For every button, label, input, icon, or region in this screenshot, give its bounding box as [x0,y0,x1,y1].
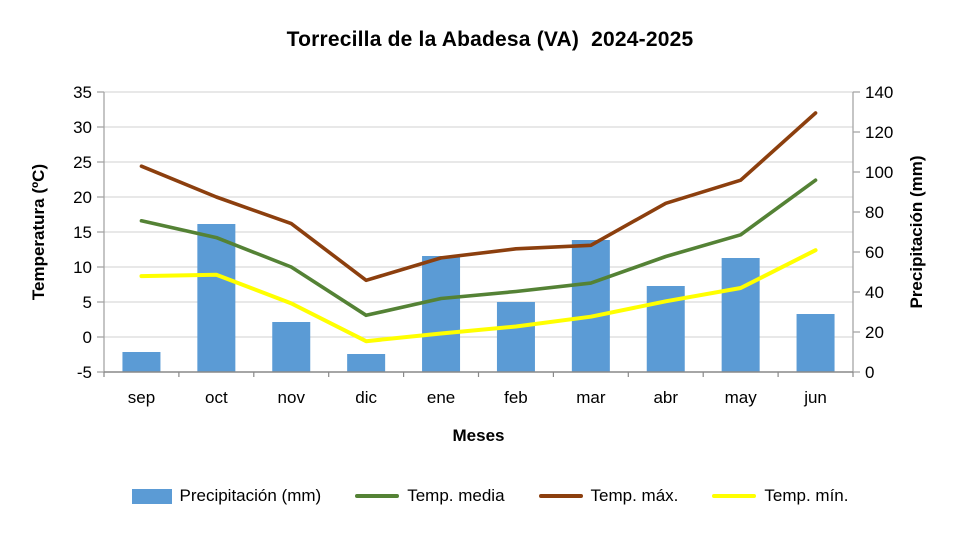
legend-item-temp-m-x: Temp. máx. [538,486,679,506]
legend-line-swatch [355,494,400,498]
axes [97,91,860,377]
legend-rect-swatch [131,488,172,504]
x-tick-label-oct: oct [205,388,228,407]
precipitation-bars [122,224,835,372]
x-tick-label-jun: jun [803,388,827,407]
x-tick-label-ene: ene [427,388,455,407]
bar-may [721,258,760,372]
legend-item-temp-m-n: Temp. mín. [712,486,848,506]
left-tick-label: -5 [77,363,92,382]
right-tick-label: 60 [865,243,884,262]
bar-jun [796,314,835,372]
left-tick-label: 0 [83,328,92,347]
x-axis-title: Meses [452,426,505,445]
axis-tick-labels: 35 30 25 20 15 10 5 0 -5 140 120 100 80 60 40 20 0 sep oct… [73,83,893,407]
x-tick-label-sep: sep [128,388,155,407]
right-tick-label: 80 [865,203,884,222]
x-tick-label-nov: nov [278,388,306,407]
right-tick-label: 100 [865,163,893,182]
legend: Precipitación (mm) Temp. media Temp. máx. T… [0,486,980,506]
x-tick-label-abr: abr [653,388,678,407]
bar-dic [347,354,386,372]
bar-ene [422,256,461,372]
x-tick-label-feb: feb [504,388,528,407]
legend-label: Temp. mín. [764,486,849,505]
left-tick-label: 25 [73,153,92,172]
right-axis-title: Precipitación (mm) [907,155,926,309]
line-temp-m-x [139,111,818,283]
left-tick-label: 10 [73,258,92,277]
line-temp-m-n [139,248,818,344]
bar-sep [122,352,161,372]
bar-feb [496,302,535,372]
line-temp-media [139,178,818,318]
right-tick-label: 0 [865,363,874,382]
bar-nov [272,322,311,372]
left-tick-label: 20 [73,188,92,207]
legend-label: Temp. máx. [590,486,679,505]
legend-label: Precipitación (mm) [179,486,322,505]
left-axis-title: Temperatura (ºC) [29,163,48,301]
chart-title: Torrecilla de la Abadesa (VA) 2024-2025 [286,28,694,51]
legend-item-precipitaci-n-mm: Precipitación (mm) [131,486,322,506]
plot-area: 35 30 25 20 15 10 5 0 -5 140 120 100 80 60 40 20 0 sep oct… [73,83,893,407]
right-tick-label: 40 [865,283,884,302]
right-tick-label: 140 [865,83,893,102]
left-tick-label: 35 [73,83,92,102]
legend-item-temp-media: Temp. media [355,486,505,506]
right-tick-label: 20 [865,323,884,342]
legend-label: Temp. media [407,486,505,505]
x-tick-label-mar: mar [576,388,606,407]
left-tick-label: 15 [73,223,92,242]
x-tick-label-may: may [725,388,758,407]
bar-mar [571,240,610,372]
left-tick-label: 30 [73,118,92,137]
legend-line-swatch [538,494,583,498]
left-tick-label: 5 [83,293,92,312]
x-tick-label-dic: dic [355,388,377,407]
right-tick-label: 120 [865,123,893,142]
legend-line-swatch [712,494,757,498]
bar-oct [197,224,236,372]
gridlines [104,91,853,338]
